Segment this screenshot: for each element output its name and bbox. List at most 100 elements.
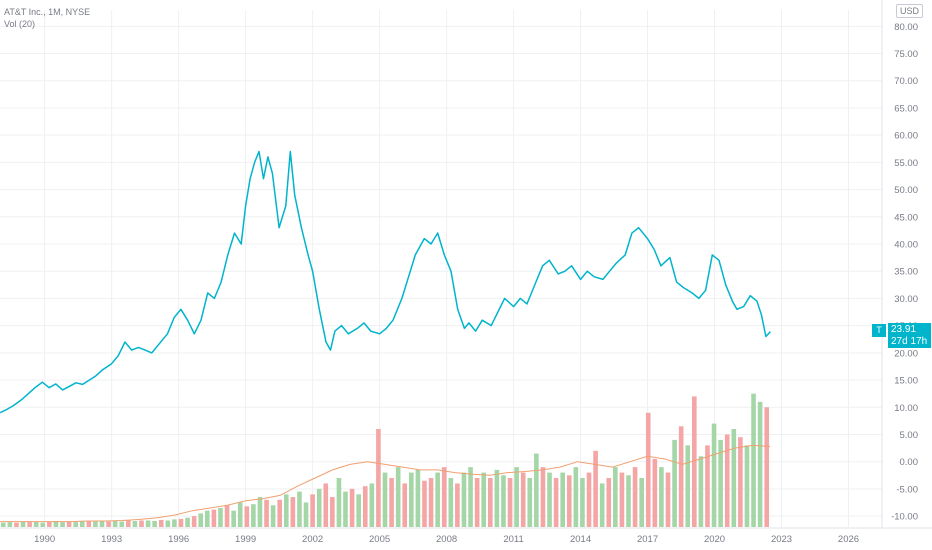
volume-bar [343,491,348,527]
volume-bar [362,486,368,527]
volume-bar [270,505,276,527]
y-tick-label: 35.00 [894,267,918,278]
volume-bars [0,393,770,527]
currency-badge[interactable]: USD [895,4,923,18]
volume-bar [619,472,625,527]
volume-bar [152,521,157,527]
symbol-tag: T [872,324,886,337]
volume-bar [494,469,500,527]
volume-bar [711,423,717,527]
volume-bar [626,475,631,527]
volume-bar [303,502,309,527]
price-axis[interactable]: 80.00 75.00 70.00 65.00 60.00 55.00 50.00 45.00… [891,22,918,523]
volume-bar [191,516,197,527]
volume-bar [659,467,664,527]
volume-bar [586,472,592,527]
volume-bar [501,475,506,527]
volume-bar [198,513,204,527]
last-price: 23.91 [891,324,917,335]
x-tick-label: 2008 [436,534,457,545]
volume-bar [606,478,612,527]
y-tick-label: 55.00 [894,158,918,169]
volume-bar [73,522,78,527]
volume-bar [218,507,223,527]
volume-bar [665,472,671,527]
last-price-tag: 23.91 27d 17h [888,323,931,348]
volume-bar [639,478,644,527]
y-tick-label: -10.00 [891,512,918,523]
volume-bar [415,469,421,527]
y-tick-label: 80.00 [894,22,918,33]
volume-bar [573,467,579,527]
symbol-title[interactable]: AT&T Inc., 1M, NYSE [4,7,91,17]
volume-bar [66,521,72,527]
chart-grid [0,0,932,529]
volume-bar [599,483,605,527]
volume-bar [185,517,190,527]
volume-bar [33,521,39,527]
x-tick-label: 1999 [235,534,256,545]
volume-bar [520,472,526,527]
volume-bar [382,472,388,527]
x-tick-label: 2023 [771,534,792,545]
volume-bar [20,521,26,527]
y-tick-label: 5.00 [900,430,919,441]
volume-bar [474,478,480,527]
volume-indicator-label[interactable]: Vol (20) [4,19,36,29]
volume-bar [461,472,467,527]
volume-bar [731,429,737,527]
price-line [0,150,771,414]
volume-bar [369,483,375,527]
volume-bar [422,480,427,527]
volume-bar [336,478,342,527]
volume-bar [132,521,138,527]
y-tick-label: 30.00 [894,294,918,305]
volume-bar [79,521,85,527]
x-tick-label: 1996 [168,534,189,545]
x-tick-label: 1990 [34,534,55,545]
volume-bar [389,478,394,527]
y-tick-label: 60.00 [894,131,918,142]
volume-bar [224,505,230,527]
volume-bar [652,458,658,527]
volume-bar [60,522,65,527]
volume-bar [14,522,19,527]
y-tick-label: 40.00 [894,240,918,251]
y-tick-label: 75.00 [894,49,918,60]
volume-bar [99,521,105,527]
volume-bar [487,478,493,527]
y-tick-label: 50.00 [894,185,918,196]
volume-bar [632,467,638,527]
volume-bar [402,483,408,527]
volume-bar [540,467,546,527]
volume-bar [580,478,585,527]
volume-bar [93,521,98,527]
volume-bar [119,521,125,527]
volume-bar [297,491,302,527]
x-tick-label: 2017 [637,534,658,545]
y-tick-label: 10.00 [894,403,918,414]
price-series-line [0,150,771,414]
volume-bar [468,467,473,527]
volume-bar [751,393,756,527]
volume-bar [678,426,684,527]
volume-bar [112,521,118,527]
time-axis[interactable]: 1990 1993 1996 1999 2002 2005 2008 2011 2014 2017… [34,534,859,545]
volume-bar [435,472,440,527]
volume-bar [106,521,111,527]
volume-bar [290,497,296,527]
bar-countdown: 27d 17h [891,336,928,347]
volume-bar [507,478,513,527]
volume-bar [139,520,144,527]
volume-bar [47,521,52,527]
y-tick-label: 15.00 [894,376,918,387]
x-tick-label: 2011 [503,534,523,545]
x-tick-label: 2020 [704,534,725,545]
x-tick-label: 1993 [101,534,122,545]
volume-ma-line [0,444,771,523]
volume-bar [448,478,454,527]
y-tick-label: 70.00 [894,76,918,87]
volume-bar [257,497,263,527]
volume-bar [428,478,434,527]
